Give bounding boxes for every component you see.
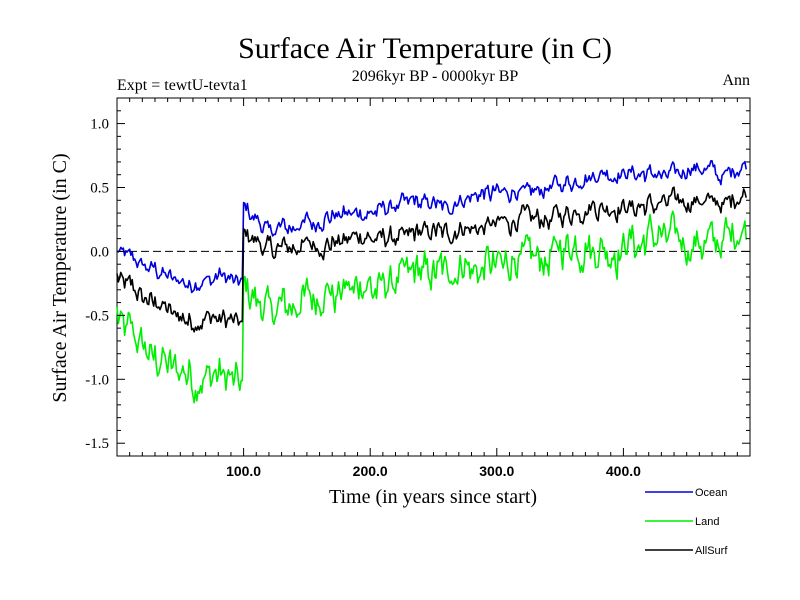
x-tick-label: 300.0: [479, 463, 514, 479]
series-line-land: [116, 210, 747, 404]
x-tick-label: 400.0: [606, 463, 641, 479]
plot-frame: [116, 97, 751, 457]
y-tick-label: -0.5: [85, 308, 109, 324]
x-tick-label: 200.0: [353, 463, 388, 479]
plot-area: 100.0 200.0 300.0 400.0 -1.5 -1.0 -0.5 0.0 0.5 1.…: [85, 97, 751, 479]
y-axis-label: Surface Air Temperature (in C): [49, 153, 71, 402]
ticks-layer: 100.0 200.0 300.0 400.0 -1.5 -1.0 -0.5 0.0 0.5 1.…: [85, 98, 750, 479]
chart-subtitle: 2096kyr BP - 0000kyr BP: [352, 68, 519, 85]
y-tick-label: -1.0: [85, 372, 109, 388]
series-line-ocean: [116, 160, 747, 294]
chart-title: Surface Air Temperature (in C): [238, 32, 612, 65]
y-tick-label: -1.5: [85, 436, 109, 452]
legend-label-allsurf: AllSurf: [695, 545, 728, 557]
legend-label-ocean: Ocean: [695, 487, 727, 499]
x-tick-label: 100.0: [226, 463, 261, 479]
experiment-label: Expt = tewtU-tevta1: [117, 77, 248, 94]
x-axis-label: Time (in years since start): [329, 486, 537, 508]
y-tick-label: 0.0: [90, 244, 109, 260]
legend: Ocean Land AllSurf: [645, 487, 728, 557]
series-line-allsurf: [116, 186, 747, 333]
y-tick-label: 0.5: [90, 181, 109, 197]
season-label: Ann: [722, 72, 750, 89]
legend-label-land: Land: [695, 516, 719, 528]
y-tick-label: 1.0: [90, 117, 109, 133]
series-layer: [116, 160, 747, 404]
